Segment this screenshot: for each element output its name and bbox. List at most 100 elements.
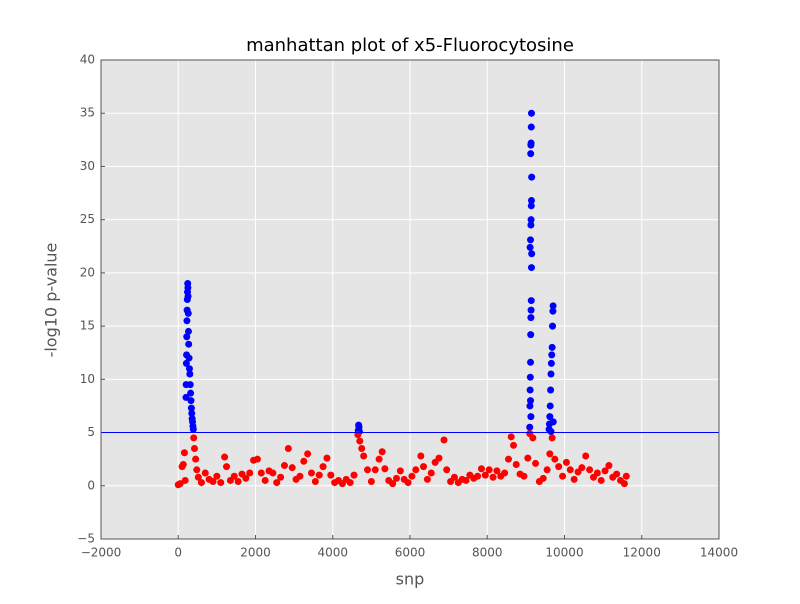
point xyxy=(547,386,555,394)
y-axis-label: -log10 p-value xyxy=(42,243,61,358)
point xyxy=(213,472,221,480)
point xyxy=(527,123,535,131)
point xyxy=(547,359,555,367)
point xyxy=(526,386,534,394)
point xyxy=(527,397,535,405)
plot-frame xyxy=(100,59,720,540)
x-tick-label: −2000 xyxy=(81,546,122,560)
point xyxy=(181,476,189,484)
point xyxy=(417,452,425,460)
point xyxy=(253,455,261,463)
x-tick-label: 0 xyxy=(174,546,182,560)
point xyxy=(187,389,195,397)
point xyxy=(527,297,535,305)
point xyxy=(284,445,292,453)
point xyxy=(315,471,323,479)
point xyxy=(555,463,563,471)
y-tick-label: 20 xyxy=(80,265,95,279)
y-tick-label: −5 xyxy=(77,532,95,546)
x-axis-label: snp xyxy=(396,570,425,589)
point xyxy=(548,343,556,351)
point xyxy=(378,448,386,456)
point xyxy=(543,466,551,474)
point xyxy=(356,437,364,445)
point xyxy=(528,173,536,181)
point xyxy=(408,472,416,480)
point xyxy=(423,475,431,483)
point xyxy=(193,466,201,474)
point xyxy=(593,469,601,477)
point xyxy=(526,243,534,251)
point xyxy=(546,450,554,458)
point xyxy=(528,250,536,258)
point xyxy=(527,264,535,272)
point xyxy=(527,197,535,205)
point xyxy=(392,474,400,482)
point xyxy=(549,302,557,310)
point xyxy=(367,478,375,486)
point xyxy=(527,150,535,158)
point xyxy=(532,459,540,467)
point xyxy=(527,109,535,117)
point xyxy=(304,450,312,458)
point xyxy=(504,455,512,463)
y-tick-label: 35 xyxy=(80,106,95,120)
point xyxy=(179,460,187,468)
point xyxy=(311,478,319,486)
point xyxy=(404,479,412,487)
point xyxy=(182,359,190,367)
point xyxy=(180,449,188,457)
point xyxy=(375,455,383,463)
point xyxy=(546,402,554,410)
point xyxy=(185,340,193,348)
point xyxy=(420,463,428,471)
point xyxy=(512,460,520,468)
y-tick-label: 10 xyxy=(80,372,95,386)
point xyxy=(319,463,327,471)
point xyxy=(527,331,535,339)
x-tick-label: 8000 xyxy=(472,546,503,560)
point xyxy=(296,472,304,480)
point xyxy=(288,464,296,472)
point xyxy=(389,480,397,488)
point xyxy=(183,317,191,325)
point xyxy=(578,464,586,472)
point xyxy=(223,463,231,471)
point xyxy=(185,365,193,373)
x-tick-label: 14000 xyxy=(700,546,738,560)
point xyxy=(527,139,535,147)
point xyxy=(182,393,190,401)
point xyxy=(209,478,217,486)
point xyxy=(526,423,534,431)
point xyxy=(527,358,535,366)
point xyxy=(527,221,535,229)
point xyxy=(189,425,197,433)
point xyxy=(364,466,372,474)
chart-title: manhattan plot of x5-Fluorocytosine xyxy=(246,35,574,56)
point xyxy=(187,404,195,412)
point xyxy=(481,471,489,479)
point xyxy=(257,469,265,477)
point xyxy=(549,418,557,426)
point xyxy=(547,427,555,435)
point xyxy=(520,472,528,480)
point xyxy=(217,479,225,487)
point xyxy=(360,452,368,460)
point xyxy=(269,469,277,477)
point xyxy=(277,473,285,481)
point xyxy=(601,467,609,475)
point xyxy=(327,471,335,479)
point xyxy=(186,381,194,389)
point xyxy=(184,309,192,317)
y-tick-label: 25 xyxy=(80,212,95,226)
point xyxy=(450,473,458,481)
point xyxy=(546,413,554,421)
point xyxy=(493,467,501,475)
x-tick-label: 6000 xyxy=(395,546,426,560)
point xyxy=(559,472,567,480)
point xyxy=(187,397,195,405)
point xyxy=(183,333,191,341)
point xyxy=(371,466,379,474)
point xyxy=(185,354,193,362)
